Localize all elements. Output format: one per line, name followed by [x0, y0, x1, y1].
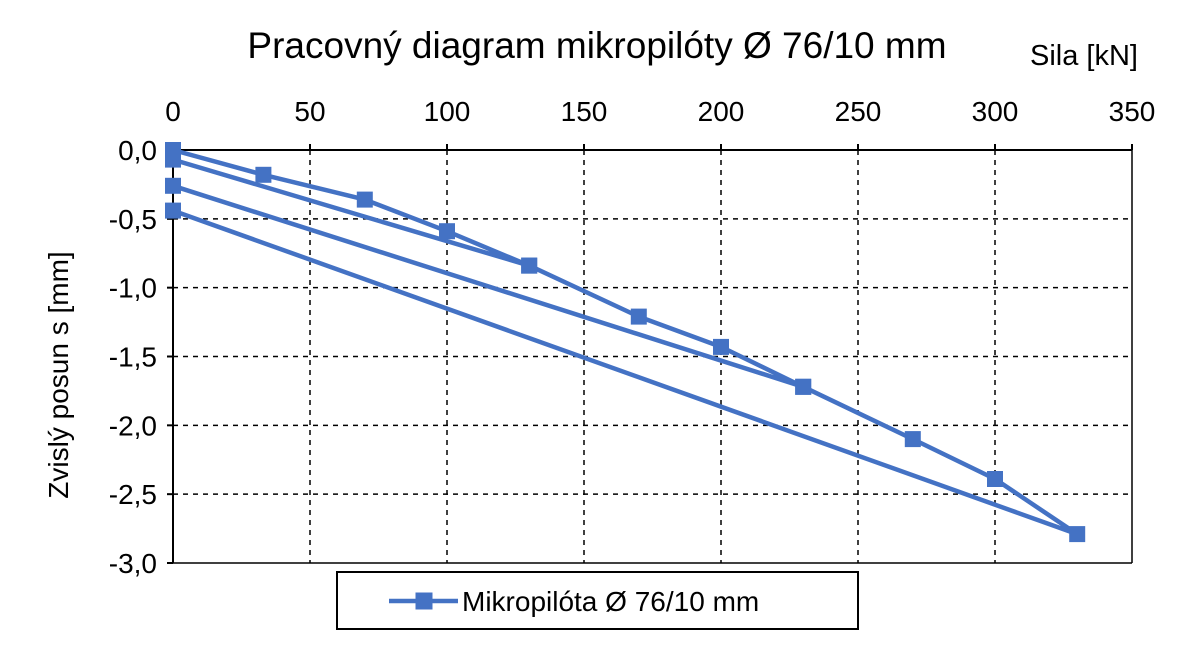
series-layer — [165, 142, 1086, 543]
data-point-marker — [904, 431, 921, 448]
x-tick-label: 100 — [424, 96, 471, 127]
y-tick-label: 0,0 — [118, 135, 157, 166]
y-tick-label: -1,0 — [109, 273, 157, 304]
data-point-marker — [439, 223, 455, 240]
series-line — [170, 147, 1080, 537]
legend-series-label: Mikropilóta Ø 76/10 mm — [462, 586, 759, 617]
x-tick-label: 150 — [561, 96, 608, 127]
x-tick-label: 200 — [698, 96, 745, 127]
data-point-marker — [165, 202, 181, 219]
x-tick-labels: 0 50 100 150 200 250 300 350 — [165, 96, 1155, 127]
data-point-marker — [630, 308, 647, 325]
data-point-marker — [356, 191, 373, 208]
y-tick-labels: 0,0 -0,5 -1,0 -1,5 -2,0 -2,5 -3,0 — [109, 135, 157, 579]
x-axis-label: Sila [kN] — [1030, 40, 1138, 72]
x-tick-label: 350 — [1109, 96, 1156, 127]
legend-series-marker — [415, 592, 433, 610]
data-point-marker — [521, 257, 538, 274]
data-point-marker — [165, 151, 181, 168]
x-tick-label: 300 — [972, 96, 1019, 127]
y-tick-label: -1,5 — [109, 342, 157, 373]
data-point-marker — [1069, 526, 1086, 543]
x-tick-label: 50 — [294, 96, 325, 127]
y-axis-label: Zvislý posun s [mm] — [43, 251, 74, 498]
x-tick-label: 0 — [165, 96, 181, 127]
x-tick-label: 250 — [835, 96, 882, 127]
data-point-marker — [255, 166, 272, 183]
y-tick-label: -2,0 — [109, 410, 157, 441]
data-point-marker — [713, 338, 729, 355]
grid-lines — [173, 150, 1132, 563]
data-point-marker — [987, 471, 1003, 487]
axes — [167, 144, 1133, 564]
y-tick-label: -3,0 — [109, 548, 157, 579]
legend: Mikropilóta Ø 76/10 mm — [336, 571, 859, 630]
y-tick-label: -0,5 — [109, 204, 157, 235]
data-point-marker — [165, 177, 181, 194]
data-point-marker — [795, 378, 812, 395]
y-tick-label: -2,5 — [109, 479, 157, 510]
chart-title: Pracovný diagram mikropilóty Ø 76/10 mm — [247, 25, 946, 66]
